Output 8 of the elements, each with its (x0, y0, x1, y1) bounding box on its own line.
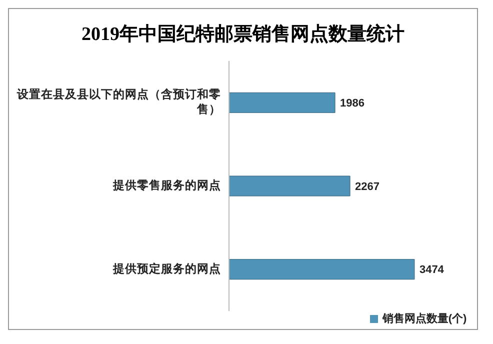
data-label: 1986 (340, 98, 365, 110)
data-label: 3474 (419, 264, 445, 276)
legend-label: 销售网点数量(个) (382, 313, 467, 325)
y-tick-label: 设置在县及县以下的网点（含预订和零售） (16, 87, 221, 116)
data-label: 2267 (355, 180, 380, 193)
y-tick-label: 提供零售服务的网点 (112, 178, 221, 192)
chart-title: 2019年中国纪特邮票销售网点数量统计 (80, 22, 406, 47)
y-tick-label: 提供预定服务的网点 (112, 261, 221, 276)
